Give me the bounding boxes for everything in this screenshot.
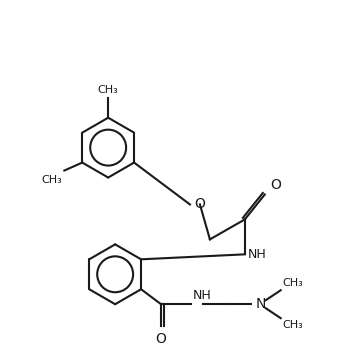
Text: CH₃: CH₃ [283, 278, 303, 288]
Text: CH₃: CH₃ [283, 320, 303, 330]
Text: N: N [256, 297, 266, 311]
Text: O: O [270, 177, 281, 191]
Text: CH₃: CH₃ [42, 175, 62, 184]
Text: NH: NH [193, 289, 212, 302]
Text: CH₃: CH₃ [98, 85, 119, 95]
Text: O: O [156, 332, 166, 346]
Text: NH: NH [248, 248, 266, 261]
Text: O: O [194, 197, 205, 211]
